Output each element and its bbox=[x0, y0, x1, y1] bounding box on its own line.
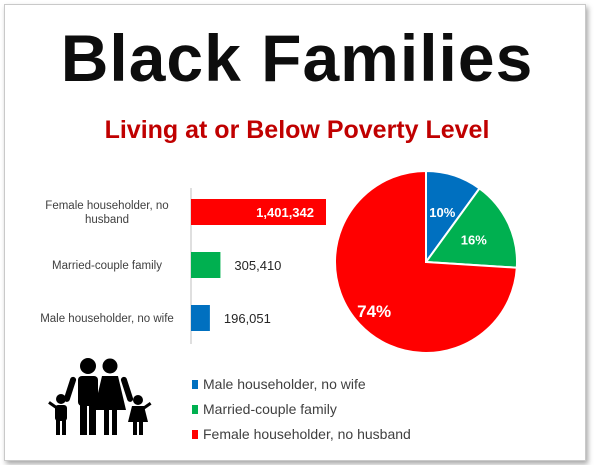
bar-2 bbox=[191, 305, 210, 331]
bar-0 bbox=[191, 199, 326, 225]
legend-swatch-married bbox=[192, 405, 198, 414]
pie-value-label-2: 74% bbox=[357, 302, 391, 321]
bar-category-label-2: Male householder, no wife bbox=[40, 313, 174, 325]
bar-1 bbox=[191, 252, 221, 278]
bar-category-label-1: Married-couple family bbox=[52, 260, 162, 272]
pie-legend: Male householder, no wife Married-couple… bbox=[192, 372, 411, 447]
legend-item-male: Male householder, no wife bbox=[192, 372, 411, 397]
page-title: Black Families bbox=[60, 21, 534, 95]
legend-label-male: Male householder, no wife bbox=[203, 376, 366, 392]
legend-label-married: Married-couple family bbox=[203, 401, 337, 417]
bar-chart: Female householder, no husband 1,401,342 Ma… bbox=[40, 188, 326, 344]
pie-value-label-1: 16% bbox=[461, 233, 487, 248]
bar-value-label-2: 196,051 bbox=[224, 311, 271, 326]
bar-value-label-0: 1,401,342 bbox=[256, 205, 314, 220]
legend-swatch-male bbox=[192, 380, 198, 389]
legend-label-female: Female householder, no husband bbox=[203, 426, 411, 442]
legend-swatch-female bbox=[192, 430, 198, 439]
legend-item-married: Married-couple family bbox=[192, 397, 411, 422]
bar-value-label-1: 305,410 bbox=[234, 258, 281, 273]
page-subtitle: Living at or Below Poverty Level bbox=[104, 116, 490, 144]
pie-chart: 10% 16% 74% bbox=[334, 170, 518, 354]
legend-item-female: Female householder, no husband bbox=[192, 422, 411, 447]
family-icon bbox=[48, 358, 152, 435]
pie-slice-1 bbox=[424, 186, 518, 269]
pie-value-label-0: 10% bbox=[429, 205, 455, 220]
bar-category-label-0: Female householder, no husband bbox=[45, 200, 168, 226]
pie-slice-2 bbox=[334, 170, 518, 354]
